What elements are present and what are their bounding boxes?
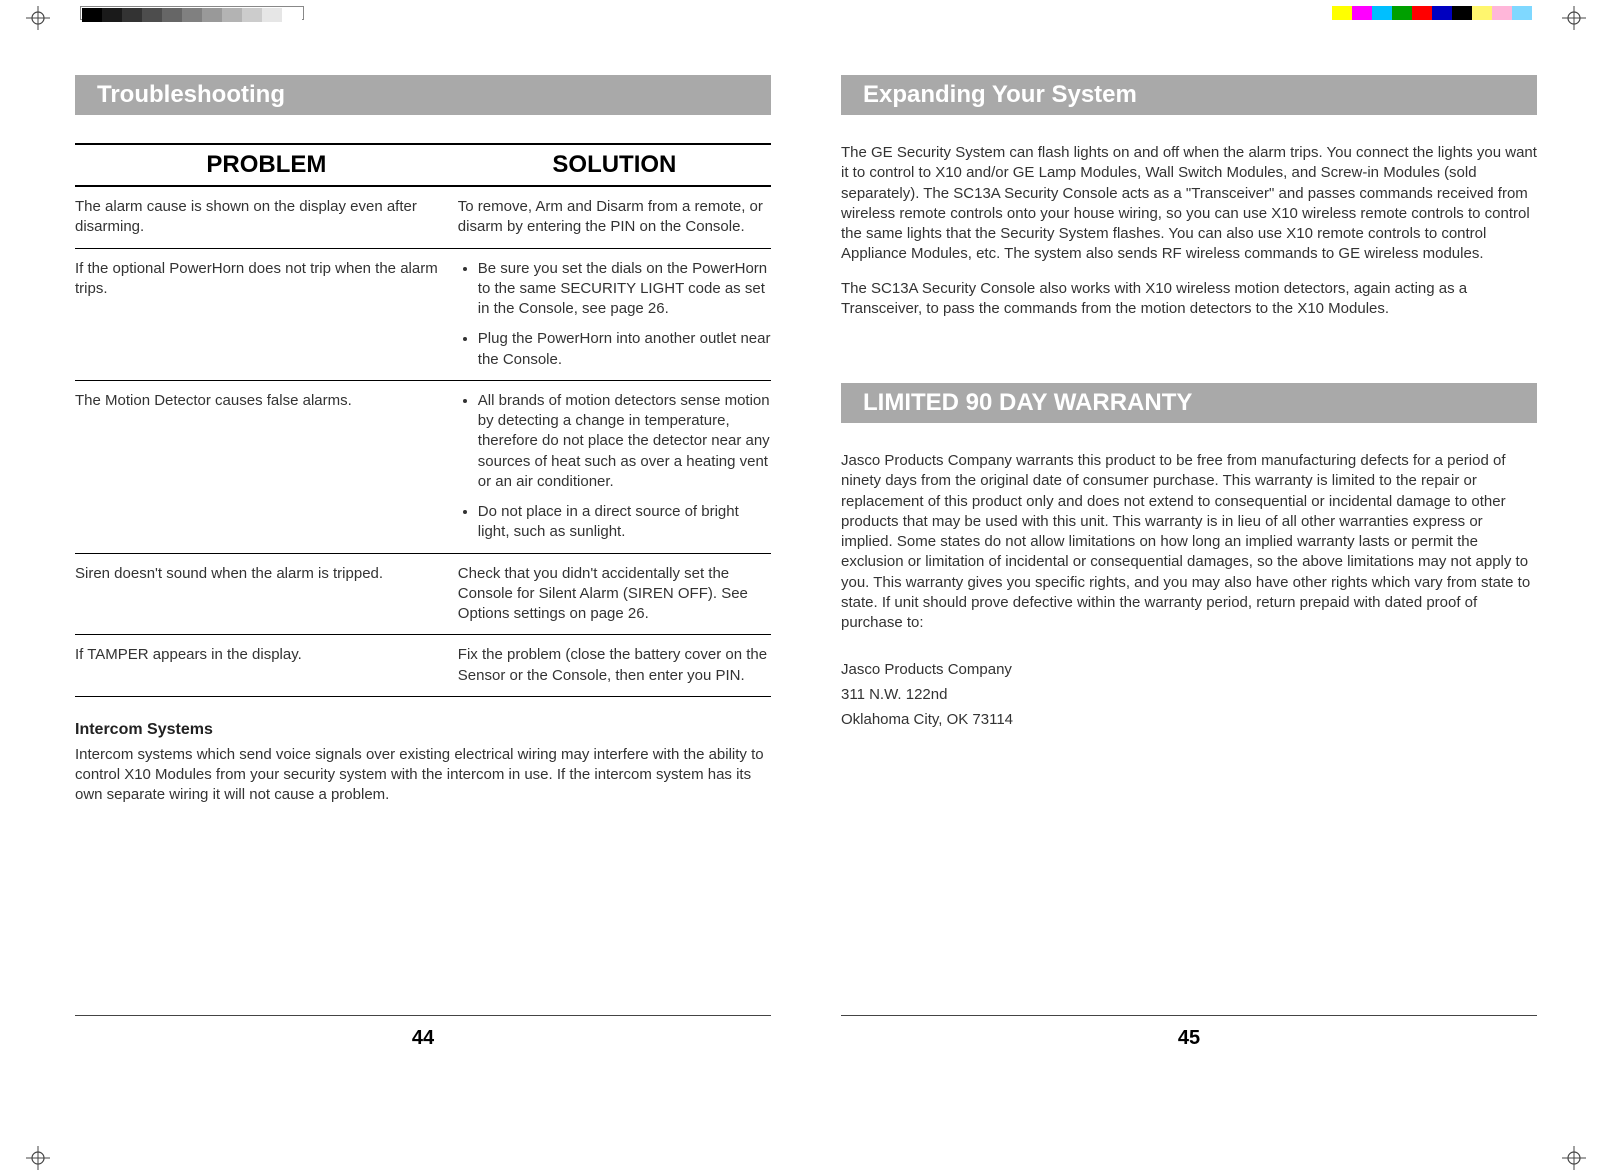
- table-row: If the optional PowerHorn does not trip …: [75, 249, 771, 381]
- printer-marks-bottom: [0, 1146, 1612, 1176]
- swatch: [122, 8, 142, 22]
- swatch: [1352, 6, 1372, 20]
- table-header-solution: SOLUTION: [458, 145, 771, 185]
- solution-bullet: Do not place in a direct source of brigh…: [478, 502, 771, 543]
- grayscale-bar: [80, 6, 304, 20]
- solution-bullet: Be sure you set the dials on the PowerHo…: [478, 259, 771, 320]
- page-number-left: 44: [75, 1027, 771, 1050]
- printer-marks-top: [0, 0, 1612, 30]
- page-spread: Troubleshooting PROBLEM SOLUTION The ala…: [75, 75, 1537, 1056]
- swatch: [1472, 6, 1492, 20]
- problem-cell: Siren doesn't sound when the alarm is tr…: [75, 564, 458, 625]
- troubleshooting-table: PROBLEM SOLUTION The alarm cause is show…: [75, 143, 771, 697]
- swatch: [1452, 6, 1472, 20]
- swatch: [162, 8, 182, 22]
- section-header-expanding: Expanding Your System: [841, 75, 1537, 115]
- swatch: [202, 8, 222, 22]
- expanding-para-2: The SC13A Security Console also works wi…: [841, 279, 1537, 320]
- registration-mark-icon: [26, 6, 50, 30]
- expanding-para-1: The GE Security System can flash lights …: [841, 143, 1537, 265]
- swatch: [1412, 6, 1432, 20]
- address-line: 311 N.W. 122nd: [841, 686, 1537, 703]
- left-page: Troubleshooting PROBLEM SOLUTION The ala…: [75, 75, 771, 1056]
- company-address: Jasco Products Company 311 N.W. 122nd Okla…: [841, 661, 1537, 736]
- swatch: [1372, 6, 1392, 20]
- solution-bullet: Plug the PowerHorn into another outlet n…: [478, 329, 771, 370]
- swatch: [222, 8, 242, 22]
- table-row: Siren doesn't sound when the alarm is tr…: [75, 554, 771, 636]
- color-bar: [1332, 6, 1532, 20]
- address-line: Jasco Products Company: [841, 661, 1537, 678]
- solution-cell: To remove, Arm and Disarm from a remote,…: [458, 197, 771, 238]
- table-header-problem: PROBLEM: [75, 145, 458, 185]
- registration-mark-icon: [1562, 1146, 1586, 1170]
- problem-cell: If TAMPER appears in the display.: [75, 645, 458, 686]
- swatch: [82, 8, 102, 22]
- footer-rule: [841, 1015, 1537, 1016]
- solution-cell: All brands of motion detectors sense mot…: [458, 391, 771, 543]
- table-row: If TAMPER appears in the display.Fix the…: [75, 635, 771, 697]
- warranty-text: Jasco Products Company warrants this pro…: [841, 451, 1537, 633]
- registration-mark-icon: [26, 1146, 50, 1170]
- swatch: [242, 8, 262, 22]
- solution-cell: Fix the problem (close the battery cover…: [458, 645, 771, 686]
- swatch: [1332, 6, 1352, 20]
- swatch: [142, 8, 162, 22]
- problem-cell: The alarm cause is shown on the display …: [75, 197, 458, 238]
- footer-rule: [75, 1015, 771, 1016]
- table-row: The alarm cause is shown on the display …: [75, 187, 771, 249]
- address-line: Oklahoma City, OK 73114: [841, 711, 1537, 728]
- section-header-warranty: LIMITED 90 DAY WARRANTY: [841, 383, 1537, 423]
- right-page: Expanding Your System The GE Security Sy…: [841, 75, 1537, 1056]
- swatch: [282, 8, 302, 22]
- swatch: [1492, 6, 1512, 20]
- swatch: [1392, 6, 1412, 20]
- registration-mark-icon: [1562, 6, 1586, 30]
- table-header-row: PROBLEM SOLUTION: [75, 145, 771, 187]
- solution-bullet: All brands of motion detectors sense mot…: [478, 391, 771, 492]
- subheading-intercom: Intercom Systems: [75, 721, 771, 739]
- solution-cell: Be sure you set the dials on the PowerHo…: [458, 259, 771, 370]
- solution-cell: Check that you didn't accidentally set t…: [458, 564, 771, 625]
- swatch: [182, 8, 202, 22]
- swatch: [262, 8, 282, 22]
- swatch: [1432, 6, 1452, 20]
- table-row: The Motion Detector causes false alarms.…: [75, 381, 771, 554]
- intercom-text: Intercom systems which send voice signal…: [75, 745, 771, 806]
- section-header-troubleshooting: Troubleshooting: [75, 75, 771, 115]
- problem-cell: If the optional PowerHorn does not trip …: [75, 259, 458, 370]
- swatch: [102, 8, 122, 22]
- swatch: [1512, 6, 1532, 20]
- page-number-right: 45: [841, 1027, 1537, 1050]
- problem-cell: The Motion Detector causes false alarms.: [75, 391, 458, 543]
